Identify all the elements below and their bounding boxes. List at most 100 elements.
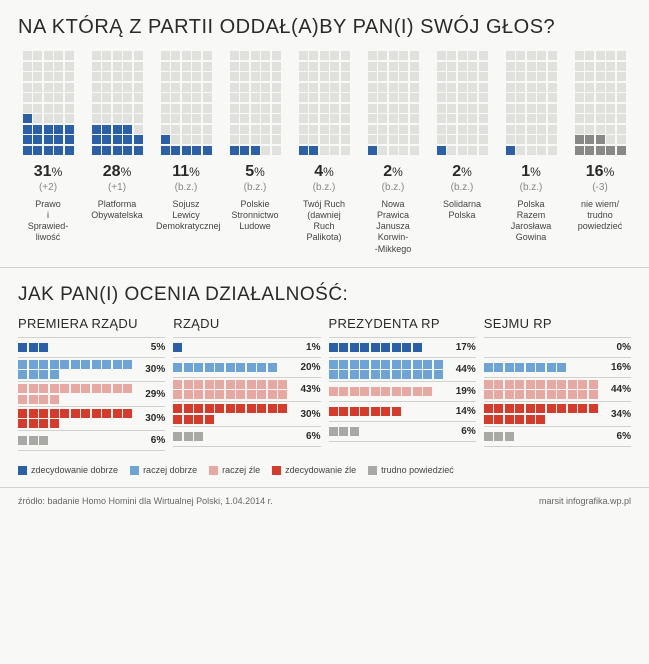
legend-item: zdecydowanie źle xyxy=(272,465,356,475)
rating-percent: 30% xyxy=(141,413,165,424)
rating-row: 14% xyxy=(329,402,476,422)
legend-label: zdecydowanie źle xyxy=(285,465,356,475)
party-name: Polskie Stronnictwo Ludowe xyxy=(225,199,285,233)
rating-row: 6% xyxy=(173,427,320,447)
rating-row: 30% xyxy=(18,358,165,383)
party-grid xyxy=(432,51,492,155)
party-grid xyxy=(294,51,354,155)
rating-panel: PREMIERA RZĄDU 5% 30% 29% 30% 6% xyxy=(18,316,165,452)
rating-percent: 1% xyxy=(302,342,320,353)
legend-item: trudno powiedzieć xyxy=(368,465,454,475)
rating-row: 43% xyxy=(173,378,320,403)
party-column: 5%(b.z.)Polskie Stronnictwo Ludowe xyxy=(225,51,285,255)
rating-row: 19% xyxy=(329,382,476,402)
party-name: Sojusz Lewicy Demokratycznej xyxy=(156,199,216,233)
rating-row: 29% xyxy=(18,382,165,407)
party-name: Prawo i Sprawied- liwość xyxy=(18,199,78,244)
rating-row: 6% xyxy=(18,431,165,451)
party-delta: (b.z.) xyxy=(501,182,561,193)
rating-percent: 44% xyxy=(607,384,631,395)
party-grid xyxy=(363,51,423,155)
legend-label: raczej źle xyxy=(222,465,260,475)
rating-row: 1% xyxy=(173,338,320,358)
legend-label: trudno powiedzieć xyxy=(381,465,454,475)
party-percent: 1% xyxy=(501,163,561,181)
party-delta: (-3) xyxy=(570,182,630,193)
rating-percent: 0% xyxy=(613,342,631,353)
rating-row: 16% xyxy=(484,358,631,378)
legend-label: raczej dobrze xyxy=(143,465,197,475)
party-column: 2%(b.z.) Nowa Prawica Janusza Korwin- -Mi… xyxy=(363,51,423,255)
rating-percent: 6% xyxy=(457,426,475,437)
party-grid xyxy=(501,51,561,155)
rating-percent: 14% xyxy=(452,406,476,417)
rating-percent: 30% xyxy=(296,409,320,420)
rating-percent: 16% xyxy=(607,362,631,373)
party-delta: (b.z.) xyxy=(363,182,423,193)
legend-item: zdecydowanie dobrze xyxy=(18,465,118,475)
legend: zdecydowanie dobrze raczej dobrze raczej ź… xyxy=(18,465,631,475)
legend-item: raczej źle xyxy=(209,465,260,475)
rating-row: 34% xyxy=(484,402,631,427)
party-column: 11%(b.z.) Sojusz Lewicy Demokratycznej xyxy=(156,51,216,255)
rating-row: 17% xyxy=(329,338,476,358)
rating-percent: 30% xyxy=(141,364,165,375)
rating-percent: 17% xyxy=(452,342,476,353)
party-percent: 2% xyxy=(363,163,423,181)
rating-percent: 43% xyxy=(296,384,320,395)
rating-percent: 6% xyxy=(147,435,165,446)
party-name: Solidarna Polska xyxy=(432,199,492,222)
rating-panel-title: SEJMU RP xyxy=(484,316,631,331)
rating-row: 6% xyxy=(484,427,631,447)
rating-percent: 34% xyxy=(607,409,631,420)
divider xyxy=(0,267,649,268)
party-percent: 2% xyxy=(432,163,492,181)
legend-swatch xyxy=(18,466,27,475)
rating-row: 30% xyxy=(173,402,320,427)
party-delta: (+2) xyxy=(18,182,78,193)
party-delta: (+1) xyxy=(87,182,147,193)
party-name: Polska Razem Jarosława Gowina xyxy=(501,199,561,244)
party-grid xyxy=(18,51,78,155)
party-delta: (b.z.) xyxy=(294,182,354,193)
rating-row: 44% xyxy=(484,378,631,403)
party-delta: (b.z.) xyxy=(225,182,285,193)
party-percent: 16% xyxy=(570,163,630,181)
party-percent: 11% xyxy=(156,163,216,181)
rating-percent: 6% xyxy=(613,431,631,442)
party-name: Twój Ruch (dawniej Ruch Palikota) xyxy=(294,199,354,244)
party-column: 28%(+1)Platforma Obywatelska xyxy=(87,51,147,255)
rating-percent: 20% xyxy=(296,362,320,373)
rating-row: 6% xyxy=(329,422,476,442)
rating-panel-title: PREZYDENTA RP xyxy=(329,316,476,331)
question-1-title: NA KTÓRĄ Z PARTII ODDAŁ(A)BY PAN(I) SWÓJ… xyxy=(18,16,631,39)
party-name: Nowa Prawica Janusza Korwin- -Mikkego xyxy=(363,199,423,255)
party-grid xyxy=(570,51,630,155)
rating-panel: RZĄDU 1% 20% 43% 30% 6% xyxy=(173,316,320,452)
rating-panels: PREMIERA RZĄDU 5% 30% 29% 30% 6% RZĄDU 1% 20% 43%… xyxy=(18,316,631,452)
party-name: nie wiem/ trudno powiedzieć xyxy=(570,199,630,233)
party-column: 31%(+2)Prawo i Sprawied- liwość xyxy=(18,51,78,255)
rating-row: 30% xyxy=(18,407,165,432)
footer-source: źródło: badanie Homo Homini dla Wirtualn… xyxy=(18,496,273,506)
party-grid xyxy=(225,51,285,155)
rating-panel-title: PREMIERA RZĄDU xyxy=(18,316,165,331)
party-grid xyxy=(87,51,147,155)
footer-credit: marsit infografika.wp.pl xyxy=(539,496,631,506)
footer: źródło: badanie Homo Homini dla Wirtualn… xyxy=(0,487,649,510)
party-grid xyxy=(156,51,216,155)
rating-percent: 6% xyxy=(302,431,320,442)
rating-panel: SEJMU RP 0% 16% 44% 34% 6% xyxy=(484,316,631,452)
party-percent: 4% xyxy=(294,163,354,181)
rating-panel: PREZYDENTA RP 17% 44% 19% 14% 6% xyxy=(329,316,476,452)
rating-percent: 5% xyxy=(147,342,165,353)
question-2-title: JAK PAN(I) OCENIA DZIAŁALNOŚĆ: xyxy=(18,284,631,306)
party-delta: (b.z.) xyxy=(156,182,216,193)
legend-swatch xyxy=(130,466,139,475)
rating-panel-title: RZĄDU xyxy=(173,316,320,331)
legend-label: zdecydowanie dobrze xyxy=(31,465,118,475)
rating-row: 5% xyxy=(18,338,165,358)
party-column: 2%(b.z.)Solidarna Polska xyxy=(432,51,492,255)
party-column: 1%(b.z.) Polska Razem Jarosława Gowina xyxy=(501,51,561,255)
rating-percent: 44% xyxy=(452,364,476,375)
